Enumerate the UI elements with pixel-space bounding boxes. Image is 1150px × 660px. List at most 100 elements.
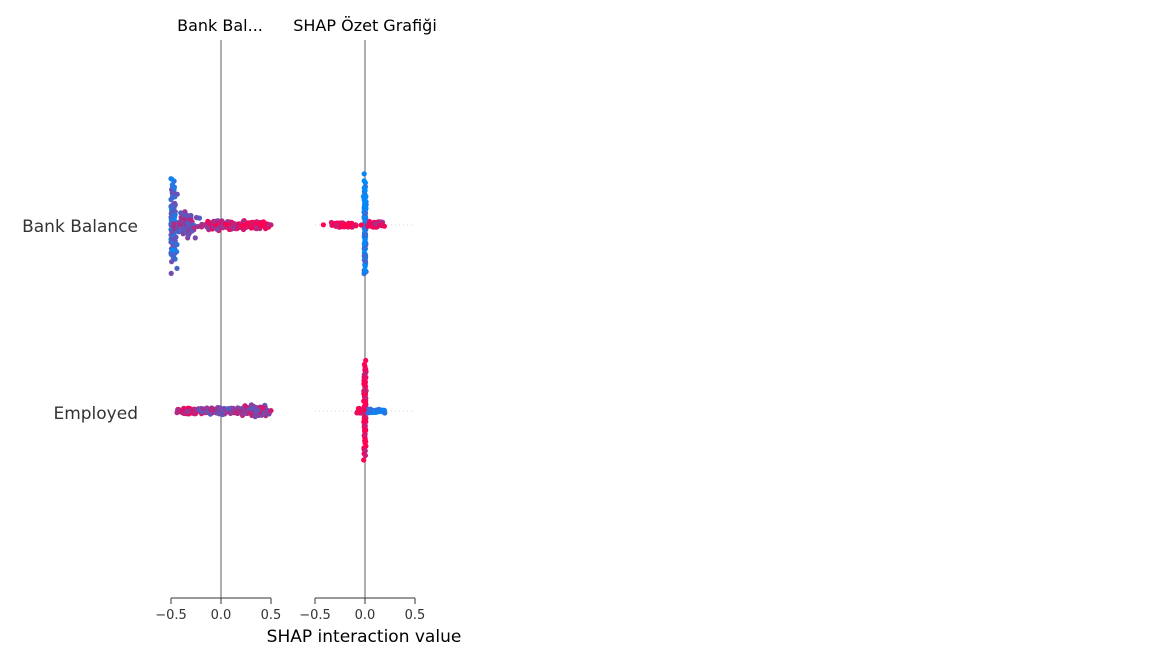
shap-point [168, 270, 174, 276]
shap-point [174, 265, 180, 271]
panel-1-tick-neg: −0.5 [155, 608, 187, 623]
shap-point [199, 224, 205, 230]
feature-label-bank-balance: Bank Balance [22, 217, 138, 237]
shap-point [379, 222, 386, 228]
shap-point [211, 218, 217, 224]
shap-point [225, 406, 231, 412]
shap-point [259, 404, 265, 410]
shap-point [169, 229, 175, 235]
shap-point [169, 190, 175, 196]
shap-point [363, 253, 369, 259]
shap-point [207, 221, 213, 227]
shap-point [214, 405, 220, 412]
shap-point [188, 212, 194, 219]
shap-point [170, 247, 176, 253]
shap-point [242, 403, 248, 409]
shap-point [268, 408, 274, 414]
shap-point [173, 234, 179, 240]
shap-point [252, 414, 258, 420]
shap-point [215, 410, 221, 416]
shap-point [186, 231, 192, 237]
shap-point [362, 267, 368, 274]
shap-point [362, 258, 368, 264]
shap-point [361, 379, 368, 385]
shap-point [236, 408, 242, 414]
shap-point [358, 222, 364, 228]
shap-point [178, 210, 184, 216]
shap-point [366, 410, 372, 416]
shap-point [223, 221, 229, 227]
shap-point [263, 226, 269, 232]
shap-point [361, 418, 368, 424]
shap-point [257, 222, 263, 228]
shap-point [362, 187, 368, 194]
shap-point [362, 246, 368, 252]
panel-2-tick-neg: −0.5 [299, 608, 331, 623]
shap-point [361, 241, 367, 247]
shap-point [338, 222, 345, 228]
shap-point [192, 410, 198, 416]
shap-point [191, 225, 197, 231]
row-guide-lines [171, 224, 415, 412]
shap-point [181, 217, 188, 223]
shap-point [356, 408, 362, 414]
shap-point [177, 222, 183, 228]
shap-point [363, 439, 369, 445]
shap-point [353, 222, 359, 228]
shap-point [343, 222, 349, 228]
shap-point [362, 448, 368, 454]
panel-1-tick-zero: 0.0 [211, 608, 232, 623]
shap-point [208, 407, 214, 413]
shap-point [175, 407, 181, 413]
panel-2-tick-zero: 0.0 [355, 608, 376, 623]
shap-point [361, 361, 367, 368]
shap-point [246, 222, 252, 228]
shap-point [362, 232, 368, 238]
feature-label-employed: Employed [53, 404, 138, 424]
shap-point [372, 221, 378, 227]
shap-point [171, 185, 177, 191]
shap-point [347, 221, 353, 227]
shap-point [376, 406, 382, 412]
shap-point [263, 410, 269, 417]
shap-point [176, 229, 182, 235]
shap-point [169, 259, 175, 265]
panel-1-title: Bank Bal... [177, 16, 263, 35]
shap-point [320, 222, 326, 228]
shap-point [200, 406, 206, 412]
shap-point [184, 220, 190, 226]
shap-point [182, 209, 188, 215]
shap-point [362, 208, 368, 214]
shap-point [363, 388, 369, 394]
shap-point [361, 178, 367, 184]
shap-point [174, 242, 180, 248]
shap-point [180, 225, 186, 231]
shap-point [365, 222, 371, 228]
shap-point [246, 410, 252, 416]
panel-2-title: SHAP Özet Grafiği [293, 16, 437, 35]
shap-point [174, 191, 180, 197]
shap-point [255, 408, 261, 414]
shap-point [362, 217, 368, 223]
panel-1-x-axis: −0.5 0.0 0.5 [155, 597, 282, 623]
shap-point [184, 408, 190, 415]
shap-point [170, 254, 176, 260]
shap-point [361, 457, 367, 463]
panel-1-tick-pos: 0.5 [261, 608, 282, 623]
panel-2-tick-pos: 0.5 [405, 608, 426, 623]
shap-point [362, 370, 368, 376]
shap-point [362, 201, 368, 207]
scatter-points [168, 171, 388, 463]
shap-point [363, 366, 369, 372]
shap-point [361, 171, 367, 177]
shap-point [362, 399, 368, 405]
shap-point [170, 194, 176, 201]
shap-point [240, 223, 246, 229]
shap-point [192, 235, 198, 241]
shap-point [366, 218, 373, 225]
shap-point [169, 203, 175, 209]
shap-point [194, 215, 200, 221]
shap-point [363, 357, 369, 364]
shap-point [253, 225, 259, 231]
